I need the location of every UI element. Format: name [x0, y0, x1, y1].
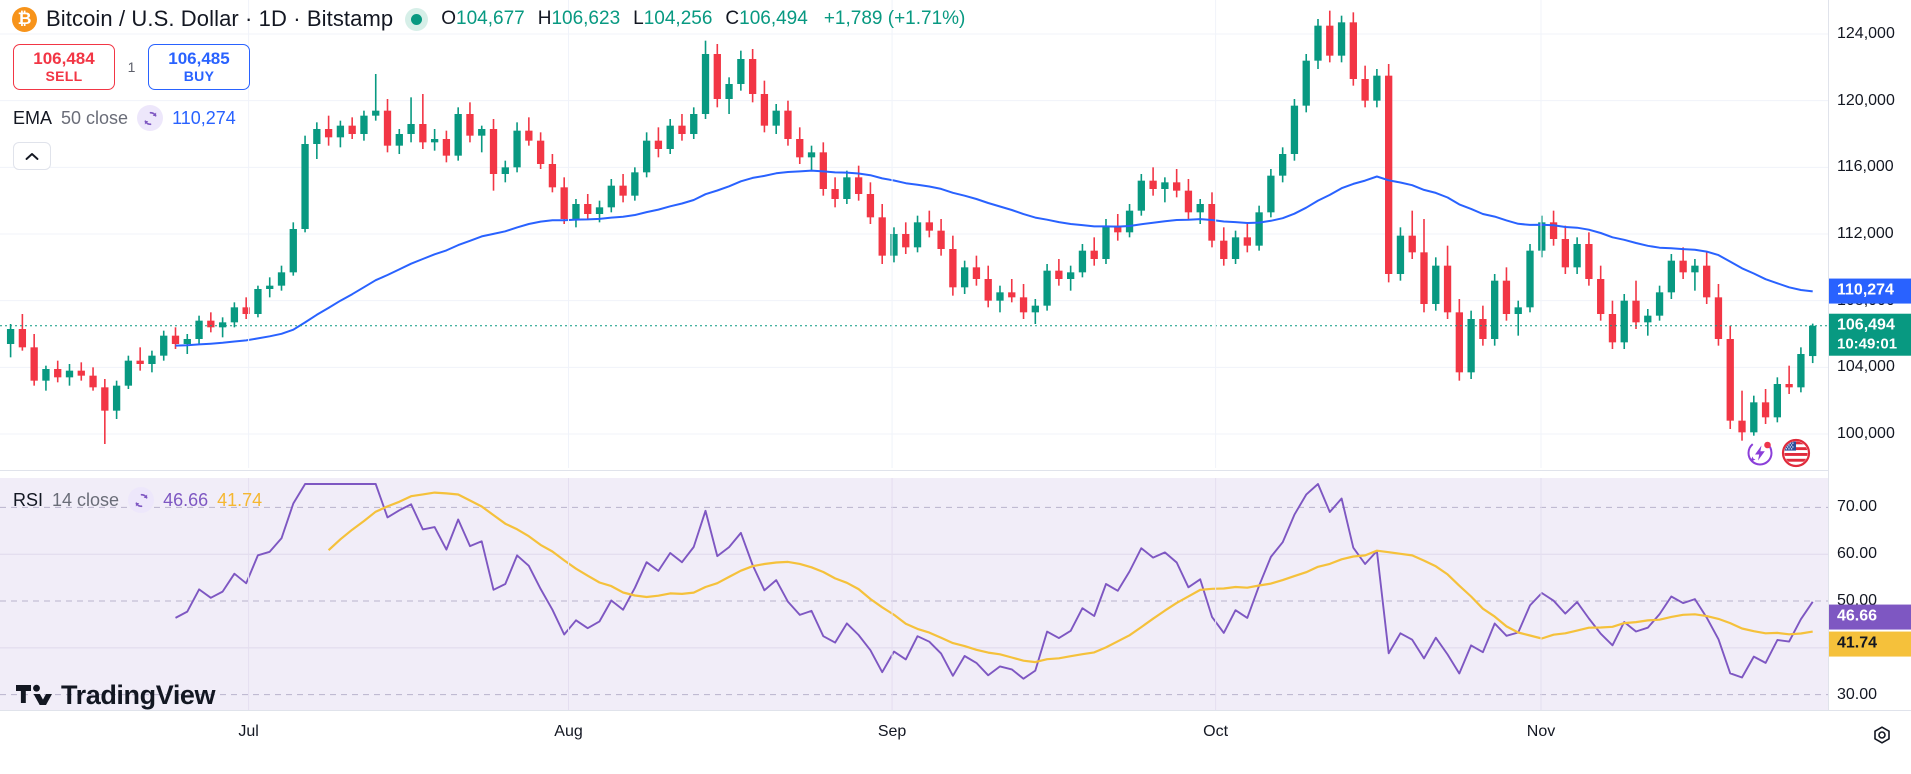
market-open-dot-icon[interactable]	[405, 7, 429, 31]
ema-price-badge[interactable]: 110,274	[1829, 278, 1911, 304]
price-axis-tick: 112,000	[1837, 225, 1894, 242]
ohlc-high-key: H	[537, 8, 552, 29]
floating-action-buttons	[1745, 438, 1811, 468]
collapse-legend-button[interactable]	[13, 142, 51, 170]
trade-panel: 106,484 SELL 1 106,485 BUY	[13, 44, 250, 90]
refresh-icon[interactable]	[128, 487, 155, 513]
gear-icon[interactable]	[1869, 723, 1895, 749]
rsi-ma-value-badge[interactable]: 41.74	[1829, 631, 1911, 657]
price-axis-tick: 104,000	[1837, 358, 1895, 376]
time-axis-tick: Sep	[877, 723, 907, 740]
buy-label: BUY	[183, 67, 215, 84]
buy-button[interactable]: 106,485 BUY	[148, 44, 250, 90]
time-axis-tick: Nov	[1526, 723, 1556, 740]
tradingview-watermark-text: TradingView	[61, 680, 216, 710]
symbol-legend: ₿ Bitcoin / U.S. Dollar · 1D · Bitstamp …	[12, 2, 965, 36]
ai-sparkle-icon[interactable]	[1745, 438, 1775, 468]
price-axis-tick: 124,000	[1837, 25, 1895, 42]
ohlc-close-value: 106,494	[739, 8, 808, 29]
order-quantity[interactable]: 1	[127, 59, 136, 75]
ema-indicator-params: 50 close	[61, 107, 129, 128]
price-pane[interactable]	[0, 0, 1828, 468]
time-axis[interactable]: Jul Aug Sep Oct Nov	[0, 710, 1911, 774]
price-chart-canvas[interactable]	[0, 0, 1828, 468]
time-axis-tick: Jul	[238, 723, 259, 740]
ohlc-close-key: C	[725, 8, 740, 29]
rsi-axis-tick: 30.00	[1837, 685, 1878, 703]
rsi-chart-canvas[interactable]	[0, 478, 1828, 710]
ema-value: 110,274	[172, 107, 236, 128]
time-axis-tick: Aug	[554, 723, 583, 740]
symbol-title[interactable]: Bitcoin / U.S. Dollar · 1D · Bitstamp	[46, 6, 394, 31]
rsi-indicator-params: 14 close	[52, 489, 120, 510]
ohlc-open-value: 104,677	[456, 8, 525, 29]
ohlc-open-key: O	[441, 8, 457, 29]
rsi-axis-tick: 60.00	[1837, 545, 1878, 563]
ema-indicator-name: EMA	[13, 107, 53, 128]
rsi-ma-value: 41.74	[217, 489, 263, 510]
rsi-indicator-legend[interactable]: RSI 14 close 46.66 41.74	[13, 487, 262, 513]
rsi-value-badge[interactable]: 46.66	[1829, 604, 1911, 630]
last-price-badge[interactable]: 106,494 10:49:01	[1829, 313, 1911, 357]
refresh-icon[interactable]	[137, 105, 164, 131]
last-price-badge-countdown: 10:49:01	[1837, 335, 1898, 353]
ohlc-high-value: 106,623	[551, 8, 621, 29]
last-price-badge-value: 106,494	[1837, 316, 1895, 334]
price-axis-tick: 120,000	[1837, 91, 1895, 109]
price-axis-tick: 100,000	[1837, 425, 1895, 442]
rsi-axis-tick: 70.00	[1837, 498, 1878, 516]
rsi-pane[interactable]	[0, 478, 1828, 710]
ema-indicator-legend[interactable]: EMA 50 close 110,274	[13, 105, 236, 131]
rsi-value: 46.66	[163, 489, 209, 510]
ohlc-low-key: L	[633, 8, 644, 29]
sell-price: 106,484	[33, 49, 95, 69]
pane-divider	[0, 470, 1911, 471]
ohlc-change: +1,789 (+1.71%)	[823, 8, 966, 29]
price-axis-tick: 116,000	[1837, 158, 1894, 176]
buy-price: 106,485	[168, 49, 230, 69]
us-flag-icon[interactable]	[1781, 438, 1811, 468]
ohlc-low-value: 104,256	[643, 8, 713, 29]
tradingview-watermark: TradingView	[16, 680, 216, 711]
sell-label: SELL	[45, 67, 83, 84]
chevron-up-icon	[25, 152, 39, 160]
ohlc-values: O 104,677 H 106,623 L 104,256 C 106,494 +1,789 (…	[441, 8, 965, 30]
tradingview-logo-icon	[16, 684, 52, 705]
price-axis[interactable]: 124,000120,000116,000112,000108,000104,0…	[1828, 0, 1911, 710]
bitcoin-icon: ₿	[12, 6, 37, 32]
rsi-indicator-name: RSI	[13, 489, 44, 510]
sell-button[interactable]: 106,484 SELL	[13, 44, 115, 90]
time-axis-tick: Oct	[1203, 723, 1229, 740]
